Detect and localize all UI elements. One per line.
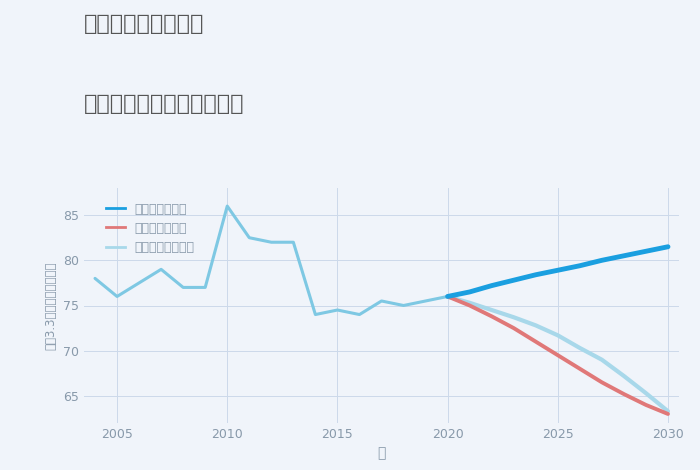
Text: 中古マンションの価格推移: 中古マンションの価格推移 bbox=[84, 94, 244, 114]
Text: 千葉県野田市尾崎の: 千葉県野田市尾崎の bbox=[84, 14, 204, 34]
Y-axis label: 坪（3.3㎡）単価（万円）: 坪（3.3㎡）単価（万円） bbox=[45, 261, 57, 350]
X-axis label: 年: 年 bbox=[377, 446, 386, 461]
Legend: グッドシナリオ, バッドシナリオ, ノーマルシナリオ: グッドシナリオ, バッドシナリオ, ノーマルシナリオ bbox=[102, 199, 198, 258]
